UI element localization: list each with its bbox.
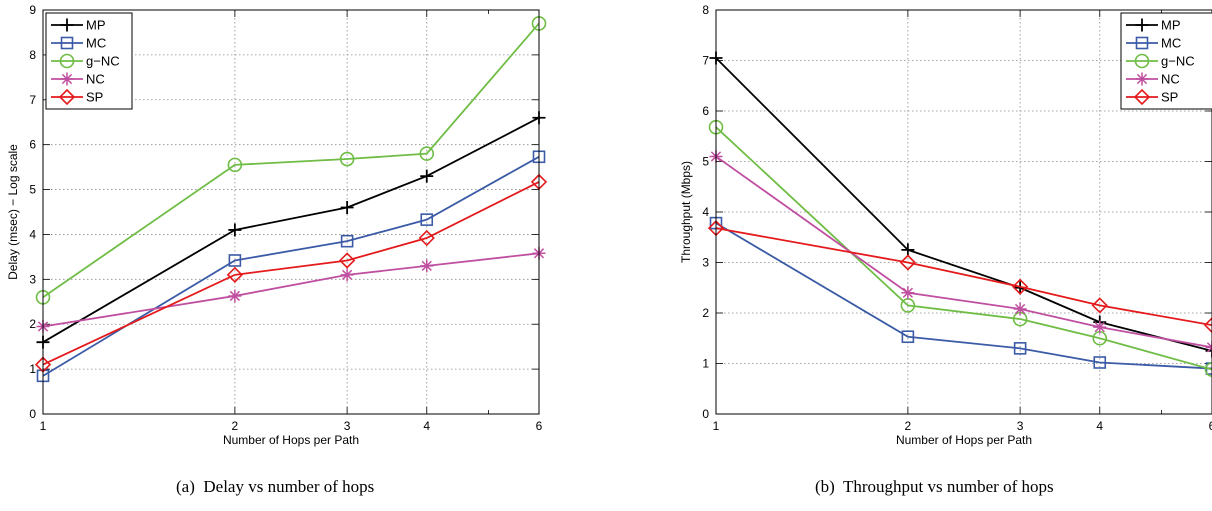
delay-x-tick-label-0: 1 — [40, 419, 47, 433]
throughput-legend-marker-1 — [1135, 36, 1149, 50]
throughput-series-line-1 — [715, 222, 1212, 370]
throughput-x-tick-label-0: 1 — [713, 419, 720, 433]
delay-legend-label-3: NC — [86, 72, 105, 87]
throughput-series-4-point-1 — [899, 254, 917, 271]
caption-a: (a) Delay vs number of hops — [176, 477, 375, 496]
throughput-x-axis-label: Number of Hops per Path — [896, 433, 1032, 447]
throughput-x-tick-label-2: 3 — [1017, 419, 1024, 433]
delay-x-tick-label-2: 3 — [344, 419, 351, 433]
throughput-legend-label-3: NC — [1161, 72, 1180, 87]
delay-series-4-point-2 — [338, 252, 356, 269]
delay-y-axis-label: Delay (msec) − Log scale — [6, 144, 20, 280]
delay-x-axis-label: Number of Hops per Path — [223, 433, 359, 447]
throughput-series-3-point-2 — [1013, 302, 1027, 316]
delay-series-2-point-1 — [227, 157, 243, 173]
delay-series-1-point-3 — [420, 213, 434, 226]
throughput-y-tick-label-0: 0 — [702, 407, 709, 421]
throughput-legend-label-4: SP — [1161, 90, 1178, 105]
throughput-chart-svg: 12346012345678Number of Hops per PathThr… — [679, 3, 1212, 447]
delay-legend-marker-0 — [60, 18, 74, 32]
delay-series-2-point-2 — [339, 151, 355, 167]
delay-legend-label-1: MC — [86, 36, 106, 51]
throughput-y-axis-label: Throughput (Mbps) — [679, 161, 693, 263]
delay-y-tick-label-6: 6 — [29, 138, 36, 152]
throughput-legend-label-2: g−NC — [1161, 54, 1195, 69]
throughput-series-3-point-3 — [1093, 320, 1107, 334]
delay-legend-marker-3 — [60, 72, 74, 86]
throughput-chart: 12346012345678Number of Hops per PathThr… — [660, 0, 1212, 470]
delay-chart: 1 2 3 4 6 0 1 2 3 4 5 6 7 8 9 Number of Hops per Path De… — [0, 0, 606, 470]
delay-y-tick-label-2: 2 — [29, 317, 36, 331]
throughput-series-2-point-4 — [1204, 362, 1212, 377]
throughput-legend-marker-4 — [1133, 88, 1151, 106]
delay-series-1-point-2 — [340, 234, 354, 248]
throughput-y-tick-label-7: 7 — [702, 54, 709, 68]
throughput-y-tick-label-8: 8 — [702, 3, 709, 17]
throughput-legend-label-0: MP — [1161, 18, 1181, 33]
throughput-x-tick-label-3: 4 — [1096, 419, 1103, 433]
delay-series-3-point-2 — [340, 268, 354, 282]
throughput-series-1-point-3 — [1093, 356, 1107, 369]
delay-series-0-point-3 — [420, 169, 434, 183]
throughput-y-tick-label-2: 2 — [702, 306, 709, 320]
delay-y-tick-label-9: 9 — [29, 3, 36, 17]
throughput-series-line-2 — [715, 126, 1212, 371]
throughput-x-tick-label-1: 2 — [905, 419, 912, 433]
throughput-series-0-point-1 — [901, 243, 915, 257]
throughput-axes-frame — [715, 9, 1212, 415]
delay-legend-label-0: MP — [86, 18, 106, 33]
throughput-series-1-point-1 — [901, 330, 915, 344]
throughput-y-tick-label-1: 1 — [702, 357, 709, 371]
throughput-series-4-point-4 — [1203, 316, 1212, 334]
delay-x-tick-label-4: 6 — [536, 419, 543, 433]
delay-y-tick-label-5: 5 — [29, 183, 36, 197]
delay-series-line-1 — [42, 156, 540, 377]
delay-y-tick-label-1: 1 — [29, 362, 36, 376]
delay-y-tick-label-3: 3 — [29, 272, 36, 286]
delay-series-line-4 — [42, 181, 540, 366]
delay-series-4-point-3 — [418, 229, 435, 247]
delay-series-4-point-1 — [226, 266, 244, 283]
delay-x-tick-label-3: 4 — [423, 419, 430, 433]
throughput-y-tick-label-5: 5 — [702, 155, 709, 169]
delay-legend-marker-1 — [60, 36, 74, 50]
delay-axes-frame — [42, 9, 540, 415]
delay-series-0-point-2 — [340, 201, 354, 215]
throughput-legend-marker-0 — [1135, 18, 1149, 32]
throughput-series-4-point-3 — [1091, 297, 1108, 314]
delay-legend-label-4: SP — [86, 90, 103, 105]
delay-series-0-point-1 — [228, 223, 242, 237]
delay-y-tick-label-0: 0 — [29, 407, 36, 421]
throughput-legend-label-1: MC — [1161, 36, 1181, 51]
delay-legend-marker-4 — [58, 88, 76, 106]
throughput-series-line-4 — [715, 227, 1212, 327]
delay-y-tick-label-8: 8 — [29, 48, 36, 62]
throughput-y-tick-label-4: 4 — [702, 205, 709, 219]
caption-b: (b) Throughput vs number of hops — [815, 477, 1054, 496]
throughput-series-3-point-1 — [901, 286, 915, 300]
throughput-legend-marker-2 — [1134, 53, 1150, 69]
delay-legend-marker-2 — [59, 53, 75, 69]
throughput-legend-marker-3 — [1135, 72, 1149, 86]
delay-series-2-point-3 — [419, 146, 435, 161]
delay-series-line-2 — [42, 22, 540, 299]
delay-series-1-point-1 — [228, 254, 242, 267]
throughput-y-tick-label-3: 3 — [702, 256, 709, 270]
delay-y-tick-label-7: 7 — [29, 93, 36, 107]
throughput-y-tick-label-6: 6 — [702, 104, 709, 118]
delay-legend-label-2: g−NC — [86, 54, 120, 69]
throughput-series-4-point-2 — [1011, 278, 1029, 295]
throughput-x-tick-label-4: 6 — [1209, 419, 1212, 433]
delay-y-tick-label-4: 4 — [29, 227, 36, 241]
delay-series-3-point-1 — [228, 289, 242, 303]
throughput-series-1-point-2 — [1013, 342, 1027, 355]
delay-series-3-point-3 — [420, 259, 434, 273]
delay-x-tick-label-1: 2 — [232, 419, 239, 433]
